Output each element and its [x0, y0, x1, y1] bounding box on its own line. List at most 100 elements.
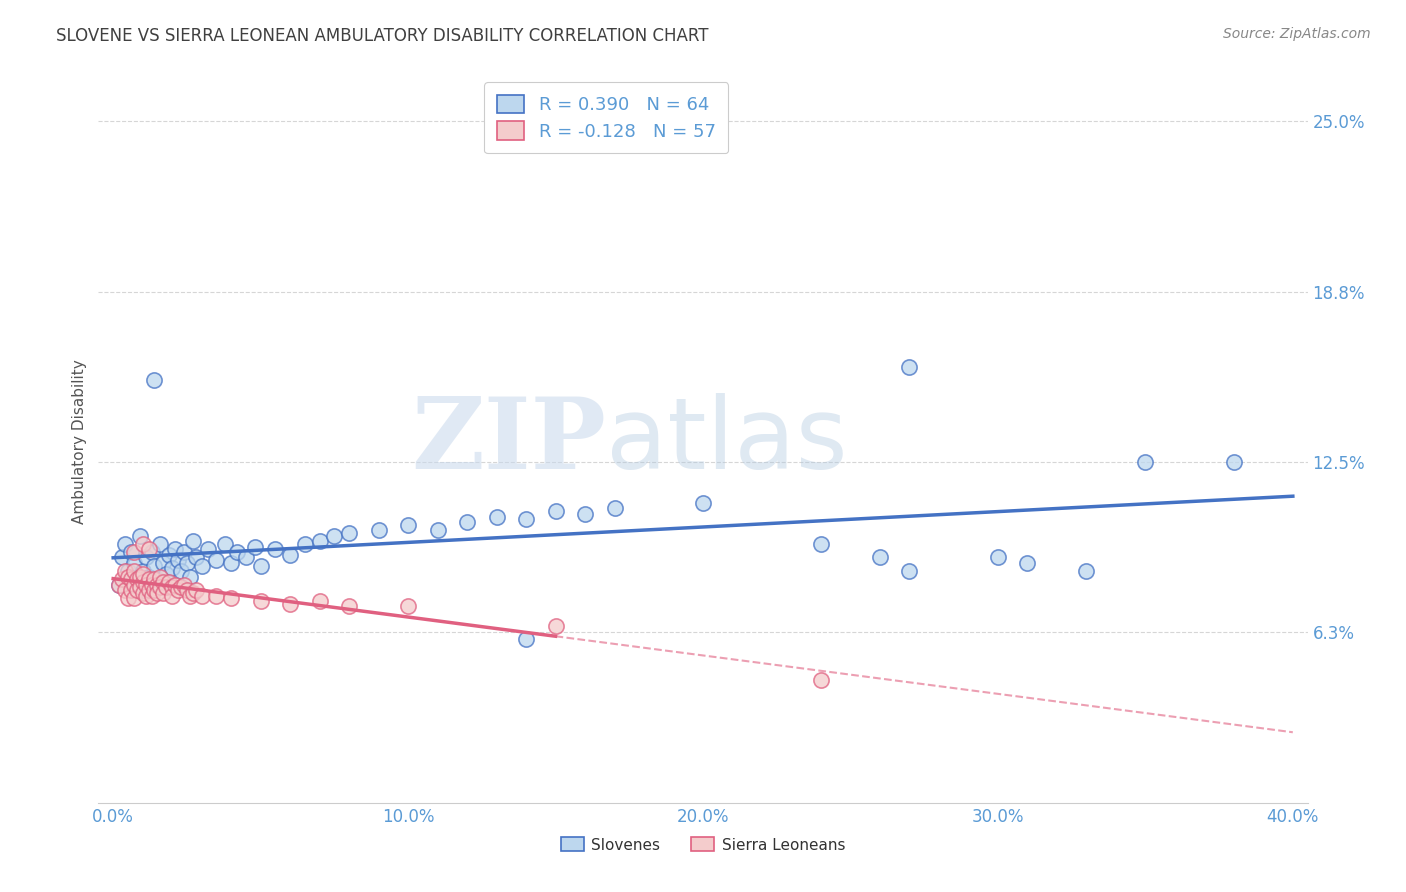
- Point: [249, 558, 271, 573]
- Point: [485, 509, 508, 524]
- Point: [128, 528, 150, 542]
- Point: [214, 537, 236, 551]
- Point: [122, 577, 145, 591]
- Point: [515, 632, 537, 647]
- Point: [135, 550, 157, 565]
- Point: [143, 558, 166, 573]
- Point: [143, 373, 166, 387]
- Point: [176, 556, 198, 570]
- Point: [138, 572, 160, 586]
- Point: [138, 583, 160, 598]
- Point: [173, 577, 195, 591]
- Point: [117, 564, 139, 578]
- Point: [219, 591, 242, 606]
- Point: [108, 577, 131, 591]
- Point: [155, 581, 177, 595]
- Point: [810, 673, 832, 687]
- Point: [131, 564, 153, 578]
- Point: [165, 542, 187, 557]
- Point: [898, 359, 921, 374]
- Point: [278, 597, 301, 611]
- Point: [226, 545, 249, 559]
- Point: [165, 577, 187, 591]
- Point: [120, 572, 142, 586]
- Point: [138, 542, 160, 557]
- Text: SLOVENE VS SIERRA LEONEAN AMBULATORY DISABILITY CORRELATION CHART: SLOVENE VS SIERRA LEONEAN AMBULATORY DIS…: [56, 27, 709, 45]
- Point: [898, 564, 921, 578]
- Point: [1076, 564, 1098, 578]
- Point: [160, 581, 183, 595]
- Point: [170, 581, 193, 595]
- Point: [155, 566, 177, 581]
- Point: [323, 528, 346, 542]
- Legend: Slovenes, Sierra Leoneans: Slovenes, Sierra Leoneans: [554, 830, 852, 860]
- Point: [128, 581, 150, 595]
- Text: Source: ZipAtlas.com: Source: ZipAtlas.com: [1223, 27, 1371, 41]
- Text: ZIP: ZIP: [412, 393, 606, 490]
- Point: [152, 574, 174, 589]
- Point: [184, 550, 207, 565]
- Point: [141, 577, 163, 591]
- Point: [308, 594, 330, 608]
- Point: [141, 589, 163, 603]
- Point: [167, 583, 190, 598]
- Point: [135, 589, 157, 603]
- Point: [117, 591, 139, 606]
- Point: [544, 504, 567, 518]
- Point: [987, 550, 1010, 565]
- Point: [146, 572, 169, 586]
- Point: [131, 537, 153, 551]
- Point: [603, 501, 626, 516]
- Point: [149, 537, 172, 551]
- Point: [219, 556, 242, 570]
- Point: [152, 556, 174, 570]
- Point: [190, 558, 212, 573]
- Point: [157, 548, 180, 562]
- Point: [125, 572, 148, 586]
- Point: [1223, 455, 1246, 469]
- Point: [128, 569, 150, 583]
- Point: [143, 572, 166, 586]
- Point: [122, 564, 145, 578]
- Point: [869, 550, 891, 565]
- Point: [125, 583, 148, 598]
- Point: [131, 566, 153, 581]
- Point: [108, 577, 131, 591]
- Point: [125, 572, 148, 586]
- Point: [197, 542, 219, 557]
- Point: [111, 550, 134, 565]
- Point: [149, 569, 172, 583]
- Point: [692, 496, 714, 510]
- Point: [143, 583, 166, 598]
- Point: [1135, 455, 1157, 469]
- Point: [114, 537, 136, 551]
- Point: [235, 550, 257, 565]
- Y-axis label: Ambulatory Disability: Ambulatory Disability: [72, 359, 87, 524]
- Point: [117, 569, 139, 583]
- Point: [122, 591, 145, 606]
- Point: [131, 583, 153, 598]
- Point: [131, 586, 153, 600]
- Point: [294, 537, 316, 551]
- Point: [264, 542, 287, 557]
- Point: [456, 515, 478, 529]
- Point: [249, 594, 271, 608]
- Point: [179, 569, 201, 583]
- Point: [190, 589, 212, 603]
- Point: [367, 523, 389, 537]
- Point: [243, 540, 266, 554]
- Point: [396, 599, 419, 614]
- Point: [122, 556, 145, 570]
- Point: [308, 534, 330, 549]
- Point: [141, 545, 163, 559]
- Point: [114, 564, 136, 578]
- Point: [337, 525, 360, 540]
- Point: [176, 583, 198, 598]
- Point: [278, 548, 301, 562]
- Point: [179, 589, 201, 603]
- Point: [574, 507, 596, 521]
- Point: [111, 572, 134, 586]
- Point: [173, 545, 195, 559]
- Point: [515, 512, 537, 526]
- Point: [157, 574, 180, 589]
